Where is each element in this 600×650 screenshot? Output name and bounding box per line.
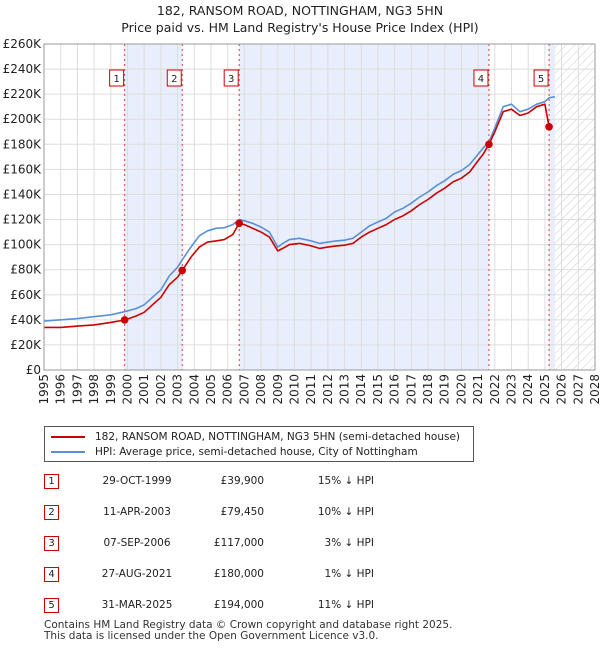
- sale-number-label: 2: [171, 74, 177, 85]
- shaded-period: [239, 44, 489, 370]
- x-tick-label: 2005: [204, 374, 218, 405]
- x-tick-label: 2007: [237, 374, 251, 405]
- sale-number-label: 5: [538, 74, 544, 85]
- sale-date: 31-MAR-2025: [82, 599, 192, 611]
- sale-price: £117,000: [194, 537, 264, 549]
- x-tick-label: 2002: [154, 374, 168, 405]
- sale-number-label: 1: [113, 74, 119, 85]
- footer-attribution: Contains HM Land Registry data © Crown c…: [44, 620, 452, 642]
- x-tick-label: 2014: [354, 374, 368, 405]
- sale-hpi-diff: 3% ↓ HPI: [274, 537, 374, 549]
- x-tick-label: 2000: [120, 374, 134, 405]
- sale-point: [545, 123, 553, 131]
- x-tick-label: 2013: [338, 374, 352, 405]
- x-tick-label: 2004: [187, 374, 201, 405]
- x-tick-label: 2009: [271, 374, 285, 405]
- footer-line-2: This data is licensed under the Open Gov…: [44, 631, 452, 642]
- legend-item-hpi: HPI: Average price, semi-detached house,…: [51, 445, 418, 459]
- sale-hpi-diff: 15% ↓ HPI: [274, 475, 374, 487]
- x-tick-label: 1997: [70, 374, 84, 405]
- sale-point: [485, 141, 493, 149]
- y-tick-label: £140K: [3, 187, 43, 201]
- x-tick-label: 2023: [505, 374, 519, 405]
- y-tick-label: £40K: [10, 313, 42, 327]
- y-tick-label: £80K: [10, 263, 42, 277]
- sale-number-badge: 2: [44, 505, 59, 520]
- y-tick-label: £200K: [3, 112, 43, 126]
- x-tick-label: 2026: [555, 374, 569, 405]
- y-tick-label: £180K: [3, 137, 43, 151]
- sale-number-badge: 3: [44, 536, 59, 551]
- x-tick-label: 1999: [104, 374, 118, 405]
- legend-label-property: 182, RANSOM ROAD, NOTTINGHAM, NG3 5HN (s…: [95, 431, 460, 443]
- legend-label-hpi: HPI: Average price, semi-detached house,…: [95, 446, 418, 458]
- x-tick-label: 1998: [87, 374, 101, 405]
- sale-price: £194,000: [194, 599, 264, 611]
- x-tick-label: 2015: [371, 374, 385, 405]
- x-tick-label: 2019: [438, 374, 452, 405]
- x-tick-label: 2020: [454, 374, 468, 405]
- sale-date: 11-APR-2003: [82, 506, 192, 518]
- sale-price: £79,450: [194, 506, 264, 518]
- sale-hpi-diff: 10% ↓ HPI: [274, 506, 374, 518]
- x-tick-label: 2006: [221, 374, 235, 405]
- table-row: 3 07-SEP-2006 £117,000 3% ↓ HPI: [44, 536, 444, 552]
- legend-swatch-hpi: [51, 451, 85, 453]
- sale-price: £180,000: [194, 568, 264, 580]
- x-tick-label: 2027: [571, 374, 585, 405]
- x-tick-label: 2022: [488, 374, 502, 405]
- table-row: 4 27-AUG-2021 £180,000 1% ↓ HPI: [44, 567, 444, 583]
- y-tick-label: £20K: [10, 338, 42, 352]
- table-row: 1 29-OCT-1999 £39,900 15% ↓ HPI: [44, 474, 444, 490]
- y-tick-label: £60K: [10, 288, 42, 302]
- price-chart: 1 2 3 4 5 £0 £20K £40K £60K £80K £100K £120K £140K £…: [0, 0, 600, 420]
- y-tick-label: £240K: [3, 62, 43, 76]
- sale-date: 27-AUG-2021: [82, 568, 192, 580]
- x-tick-label: 2012: [321, 374, 335, 405]
- sale-number-badge: 1: [44, 474, 59, 489]
- y-tick-label: £160K: [3, 162, 43, 176]
- future-hatch: [555, 44, 595, 370]
- sale-number-label: 4: [478, 74, 484, 85]
- x-tick-label: 2001: [137, 374, 151, 405]
- sale-point: [235, 220, 243, 228]
- table-row: 5 31-MAR-2025 £194,000 11% ↓ HPI: [44, 598, 444, 614]
- x-tick-label: 2003: [171, 374, 185, 405]
- x-tick-label: 2016: [388, 374, 402, 405]
- x-tick-label: 2028: [588, 374, 600, 405]
- y-tick-label: £100K: [3, 238, 43, 252]
- shaded-period: [125, 44, 183, 370]
- sale-hpi-diff: 1% ↓ HPI: [274, 568, 374, 580]
- sale-point: [121, 316, 129, 324]
- sale-date: 29-OCT-1999: [82, 475, 192, 487]
- shaded-period: [549, 44, 555, 370]
- y-tick-label: £120K: [3, 213, 43, 227]
- x-tick-label: 2021: [471, 374, 485, 405]
- x-tick-label: 2018: [421, 374, 435, 405]
- x-tick-label: 2011: [304, 374, 318, 405]
- sale-hpi-diff: 11% ↓ HPI: [274, 599, 374, 611]
- y-tick-label: £260K: [3, 37, 43, 51]
- legend-item-property: 182, RANSOM ROAD, NOTTINGHAM, NG3 5HN (s…: [51, 430, 460, 444]
- x-tick-label: 2024: [521, 374, 535, 405]
- y-tick-label: £220K: [3, 87, 43, 101]
- sale-number-label: 3: [228, 74, 234, 85]
- sale-number-badge: 4: [44, 567, 59, 582]
- x-tick-label: 1996: [54, 374, 68, 405]
- x-tick-label: 2025: [538, 374, 552, 405]
- chart-legend: 182, RANSOM ROAD, NOTTINGHAM, NG3 5HN (s…: [44, 426, 474, 462]
- table-row: 2 11-APR-2003 £79,450 10% ↓ HPI: [44, 505, 444, 521]
- x-tick-label: 1995: [37, 374, 51, 405]
- x-tick-label: 2010: [287, 374, 301, 405]
- sale-price: £39,900: [194, 475, 264, 487]
- x-tick-label: 2008: [254, 374, 268, 405]
- sale-point: [178, 267, 186, 275]
- x-tick-label: 2017: [404, 374, 418, 405]
- legend-swatch-property: [51, 436, 85, 438]
- sale-date: 07-SEP-2006: [82, 537, 192, 549]
- sale-number-badge: 5: [44, 598, 59, 613]
